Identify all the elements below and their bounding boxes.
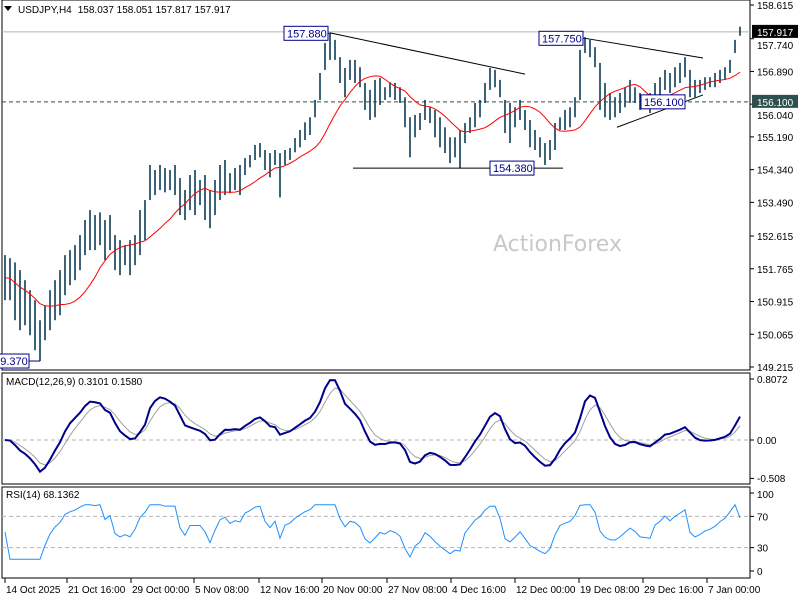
rsi-line	[4, 503, 741, 560]
main-panel: 157.880 157.750 154.380 156.100 149.370	[0, 25, 750, 369]
price-label-box	[489, 160, 535, 176]
y-tick-label: 156.040	[757, 111, 794, 122]
price-label: 156.100	[644, 97, 684, 109]
macd-title: MACD(12,26,9) 0.3101 0.1580	[6, 377, 143, 388]
current-price-label: 157.917	[757, 28, 794, 39]
price-label: 157.880	[287, 28, 327, 40]
macd-panel	[2, 379, 750, 474]
ohlc-values: 158.037 158.051 157.817 157.917	[78, 5, 231, 16]
macd-tick-label: 0.00	[757, 436, 777, 447]
main-panel-frame	[1, 0, 751, 371]
current-price-tag	[752, 24, 798, 38]
price-label: 157.750	[542, 33, 582, 45]
x-tick-label: 27 Nov 08:00	[388, 585, 448, 596]
rsi-tick-label: 70	[757, 512, 769, 523]
y-tick-label: 156.890	[757, 67, 794, 78]
y-tick-label: 151.765	[757, 265, 794, 276]
watermark: ActionForex	[493, 232, 622, 257]
x-tick-label: 12 Nov 16:00	[260, 585, 320, 596]
price-label-box	[640, 94, 686, 110]
x-tick-label: 29 Dec 16:00	[644, 585, 704, 596]
y-tick-label: 158.615	[757, 1, 794, 12]
y-tick-label: 155.190	[757, 133, 794, 144]
macd-tick-label: 0.8072	[757, 375, 788, 386]
trend-line	[584, 37, 704, 59]
price-label-box	[538, 30, 584, 46]
x-tick-label: 21 Oct 16:00	[68, 585, 126, 596]
y-tick-label: 153.490	[757, 198, 794, 209]
y-tick-label: 150.915	[757, 298, 794, 309]
x-tick-label: 29 Oct 00:00	[132, 585, 190, 596]
level-price-label: 156.100	[757, 98, 794, 109]
y-tick-label: 149.215	[757, 363, 794, 374]
price-label-box	[0, 353, 30, 369]
axes: 158.615 157.740 156.890 156.040 155.190 154.3…	[4, 1, 798, 596]
macd-tick-label: -0.508	[757, 474, 786, 485]
trend-line	[616, 94, 704, 128]
rsi-panel	[2, 503, 750, 560]
chart-title: USDJPY,H4 158.037 158.051 157.817 157.917	[18, 5, 231, 16]
x-tick-label: 14 Oct 2025	[6, 585, 61, 596]
price-label-box	[283, 25, 329, 41]
level-price-tag	[752, 94, 798, 108]
rsi-tick-label: 0	[757, 567, 763, 578]
price-label: 149.370	[0, 356, 28, 368]
y-tick-label: 154.340	[757, 166, 794, 177]
x-tick-label: 20 Nov 00:00	[323, 585, 383, 596]
x-tick-label: 5 Nov 08:00	[195, 585, 249, 596]
symbol-label: USDJPY,H4	[18, 5, 72, 16]
rsi-title: RSI(14) 68.1362	[6, 490, 80, 501]
macd-signal-line	[4, 387, 741, 466]
trend-line	[329, 32, 526, 75]
rsi-panel-frame	[1, 486, 751, 579]
x-tick-label: 19 Dec 08:00	[580, 585, 640, 596]
price-label: 154.380	[493, 163, 533, 175]
moving-average-line	[4, 71, 741, 307]
y-tick-label: 157.740	[757, 41, 794, 52]
y-tick-label: 152.615	[757, 232, 794, 243]
x-tick-label: 12 Dec 00:00	[516, 585, 576, 596]
y-tick-label: 150.065	[757, 330, 794, 341]
rsi-tick-label: 100	[757, 490, 774, 501]
rsi-tick-label: 30	[757, 544, 769, 555]
x-tick-label: 7 Jan 00:00	[708, 585, 761, 596]
x-tick-label: 4 Dec 16:00	[452, 585, 506, 596]
macd-panel-frame	[1, 372, 751, 485]
collapse-triangle-icon[interactable]	[4, 6, 12, 11]
macd-main-line	[4, 379, 741, 474]
